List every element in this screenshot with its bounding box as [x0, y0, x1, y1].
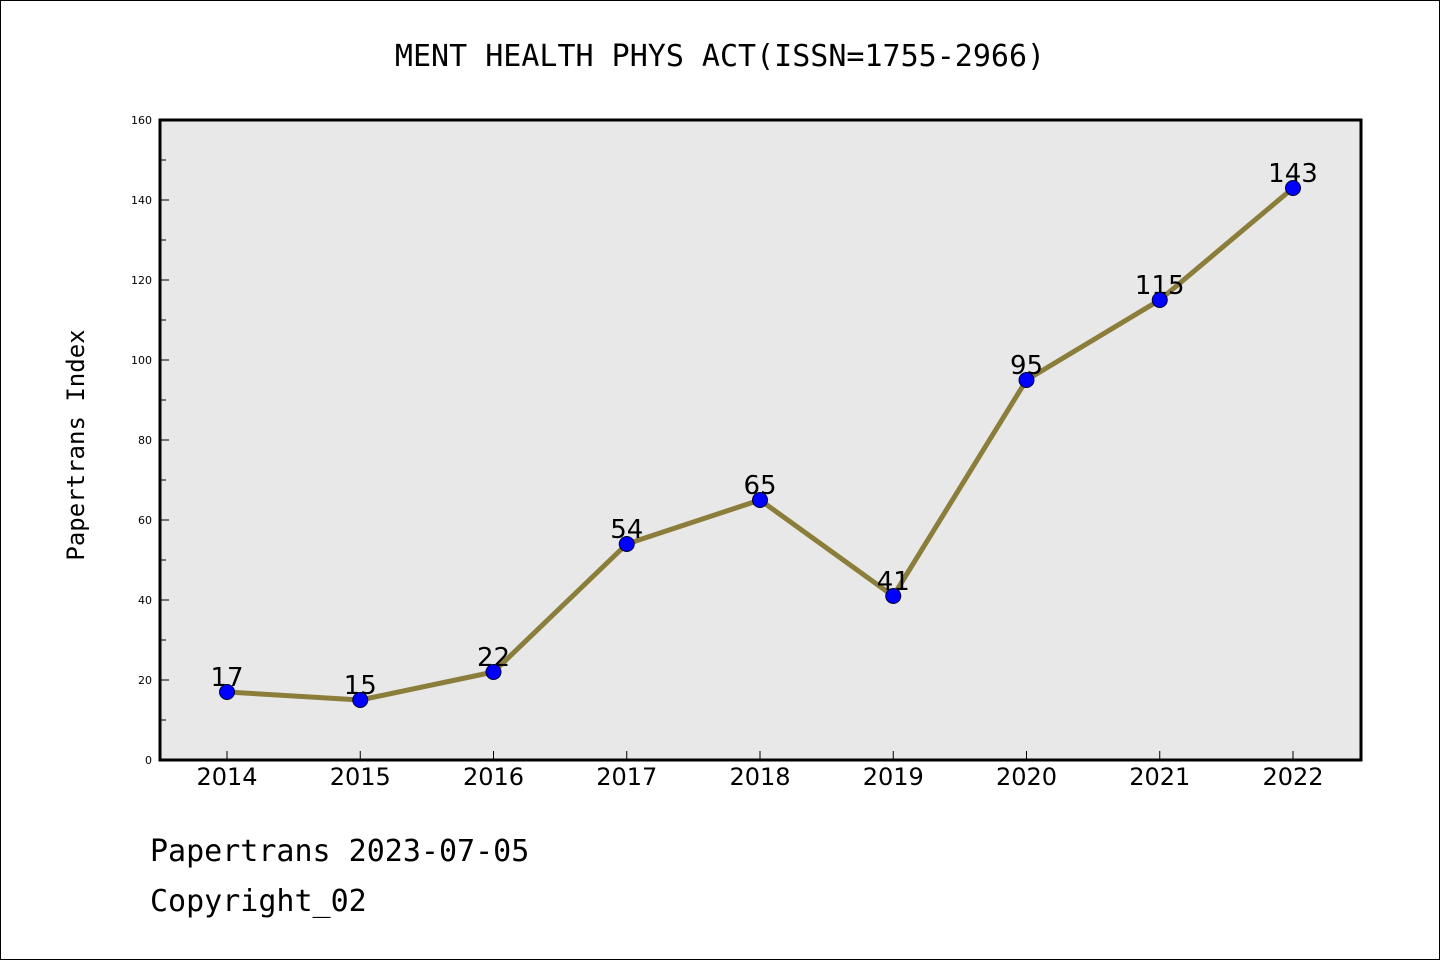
- y-tick-label: 0: [145, 754, 152, 767]
- y-axis: 0 20 40 60 80 100 120 140 160: [131, 114, 169, 767]
- data-point: [1285, 180, 1301, 196]
- data-point: [1151, 292, 1168, 308]
- data-point: [752, 492, 768, 508]
- x-tick-label: 2014: [196, 763, 257, 791]
- data-point: [219, 684, 235, 700]
- x-tick-label: 2021: [1129, 763, 1190, 791]
- y-tick-label: 60: [138, 514, 152, 527]
- x-axis: 2014 2015 2016 2017 2018 2019 2020 2021 2022: [196, 751, 1324, 791]
- y-tick-label: 100: [131, 354, 152, 367]
- data-point: [885, 588, 902, 604]
- x-tick-label: 2019: [863, 763, 924, 791]
- data-markers: [219, 180, 1301, 708]
- x-tick-label: 2016: [463, 763, 524, 791]
- y-tick-label: 140: [131, 194, 152, 207]
- x-tick-label: 2015: [330, 763, 391, 791]
- chart-title: MENT HEALTH PHYS ACT(ISSN=1755-2966): [395, 39, 1045, 74]
- data-point: [1018, 372, 1035, 388]
- footer-copyright: Copyright_02: [150, 884, 367, 919]
- y-tick-label: 120: [131, 274, 152, 287]
- data-point: [485, 664, 502, 680]
- x-tick-label: 2018: [729, 763, 790, 791]
- data-point: [352, 692, 369, 708]
- x-tick-label: 2017: [596, 763, 657, 791]
- y-tick-label: 80: [138, 434, 152, 447]
- data-point: [618, 536, 635, 552]
- x-tick-label: 2020: [996, 763, 1057, 791]
- x-tick-label: 2022: [1262, 763, 1323, 791]
- y-tick-label: 40: [138, 594, 152, 607]
- y-axis-label: Papertrans Index: [62, 329, 90, 560]
- footer-date: Papertrans 2023-07-05: [150, 834, 530, 869]
- y-tick-label: 160: [131, 114, 152, 127]
- y-tick-label: 20: [138, 674, 152, 687]
- plot-area: [158, 118, 1363, 762]
